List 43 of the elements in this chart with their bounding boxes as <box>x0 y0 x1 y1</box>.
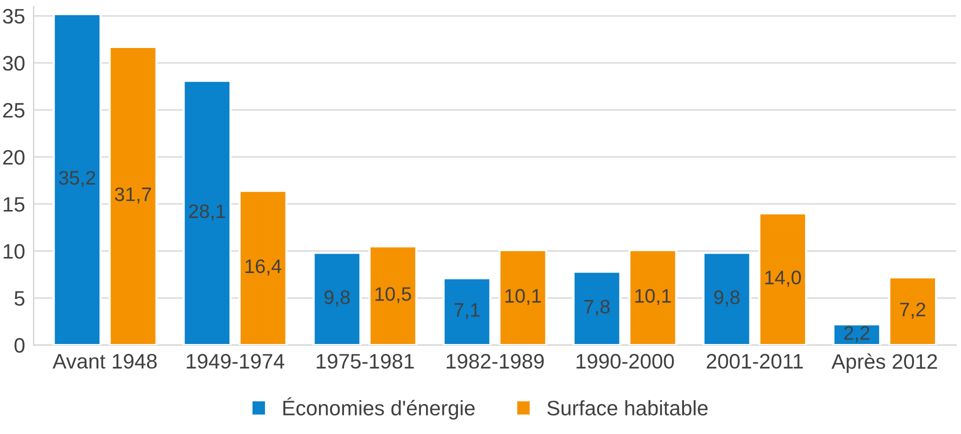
bar <box>888 276 938 346</box>
x-tick-label: 1982-1989 <box>446 354 544 369</box>
x-tick-label: 1975-1981 <box>316 354 414 369</box>
bar <box>312 252 362 346</box>
data-label: 31,7 <box>114 187 151 204</box>
x-tick-label: 1949-1974 <box>186 354 284 369</box>
data-label: 7,8 <box>584 300 610 316</box>
bar <box>442 277 492 346</box>
bar <box>628 249 678 346</box>
x-tick-label: Avant 1948 <box>52 354 157 369</box>
bar <box>758 212 808 346</box>
y-tick-label: 20 <box>3 150 24 165</box>
y-tick-label: 0 <box>14 338 24 353</box>
data-label: 7,2 <box>900 302 926 319</box>
legend-label: Économies d'énergie <box>283 397 475 420</box>
y-tick-label: 15 <box>4 197 24 212</box>
x-tick-label: Après 2012 <box>831 353 937 374</box>
data-label: 9,8 <box>324 290 350 306</box>
y-tick-label: 25 <box>3 102 24 118</box>
data-label: 10,5 <box>375 287 412 304</box>
y-tick-label: 5 <box>14 291 24 306</box>
x-tick-label: 2001-2011 <box>706 354 803 369</box>
data-label: 9,8 <box>714 290 740 306</box>
data-label: 35,2 <box>58 170 96 188</box>
data-label: 10,1 <box>505 288 541 306</box>
x-tick-label: 1990-2000 <box>576 354 674 369</box>
bar <box>832 323 882 346</box>
bar <box>182 80 232 346</box>
y-tick-label: 35 <box>2 8 24 24</box>
legend-label: Surface habitable <box>547 400 708 416</box>
data-label: 2,2 <box>844 326 870 342</box>
data-label: 14,0 <box>765 270 801 287</box>
bar <box>238 190 288 346</box>
data-label: 16,4 <box>246 259 282 276</box>
data-label: 7,1 <box>454 303 480 320</box>
bar <box>498 249 548 346</box>
bar <box>368 245 418 346</box>
bar <box>572 270 622 346</box>
bar <box>702 252 752 346</box>
y-tick-label: 30 <box>2 56 24 71</box>
data-label: 28,1 <box>189 204 226 220</box>
data-label: 10,1 <box>635 288 671 306</box>
y-tick-label: 10 <box>4 244 24 259</box>
